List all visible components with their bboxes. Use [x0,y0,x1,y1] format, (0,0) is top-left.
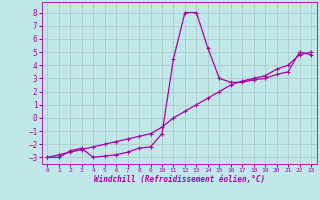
X-axis label: Windchill (Refroidissement éolien,°C): Windchill (Refroidissement éolien,°C) [94,175,265,184]
